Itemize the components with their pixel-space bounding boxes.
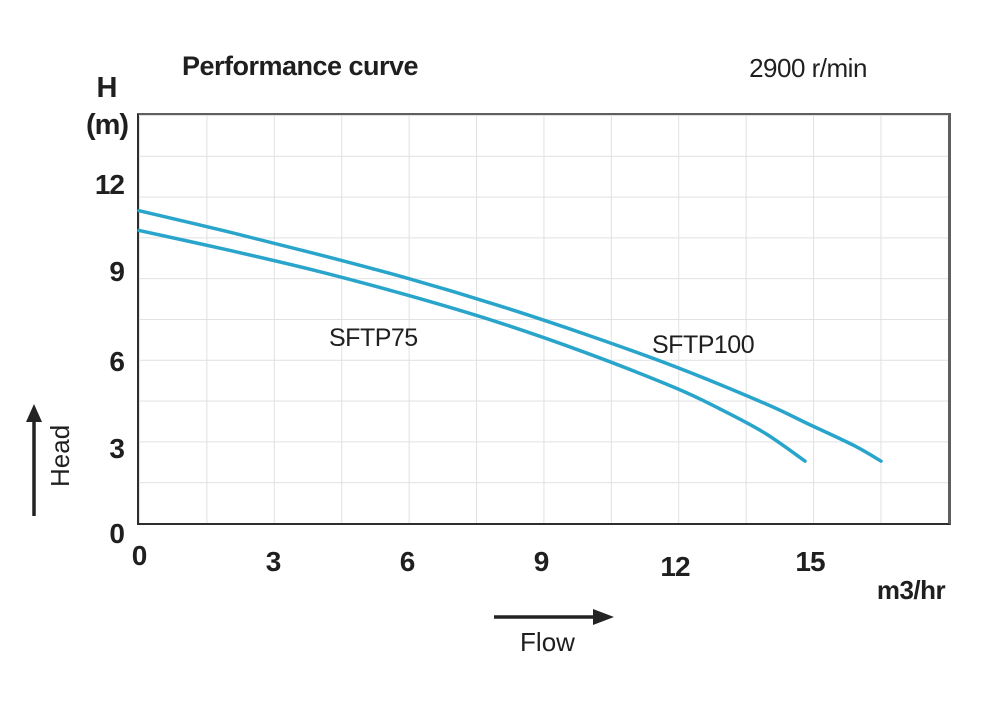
curve-sftp100 <box>137 208 883 463</box>
y-axis-symbol: H <box>96 72 118 104</box>
x-tick-6: 6 <box>399 546 416 577</box>
flow-arrow-icon <box>494 609 614 625</box>
x-tick-15: 15 <box>795 546 825 577</box>
x-tick-9: 9 <box>533 546 550 577</box>
y-axis-label: Head <box>45 424 75 487</box>
y-tick-12: 12 <box>94 169 125 200</box>
series-label-sftp75: SFTP75 <box>329 324 418 352</box>
x-tick-12: 12 <box>660 551 690 582</box>
rpm-annotation: 2900 r/min <box>749 53 867 83</box>
y-tick-6: 6 <box>109 346 125 377</box>
curves-canvas <box>137 208 883 463</box>
chart-title: Performance curve <box>181 51 419 81</box>
plot-area <box>137 113 951 525</box>
head-arrow-icon <box>26 404 42 516</box>
y-axis-unit: (m) <box>85 109 129 141</box>
y-tick-9: 9 <box>109 256 125 287</box>
x-tick-3: 3 <box>265 546 282 577</box>
y-tick-3: 3 <box>109 433 125 464</box>
x-axis-unit: m3/hr <box>876 575 946 605</box>
curve-sftp75 <box>137 228 807 463</box>
series-label-sftp100: SFTP100 <box>652 331 755 359</box>
x-tick-0: 0 <box>131 540 148 571</box>
x-axis-label: Flow <box>520 627 575 657</box>
y-tick-0: 0 <box>109 518 125 549</box>
